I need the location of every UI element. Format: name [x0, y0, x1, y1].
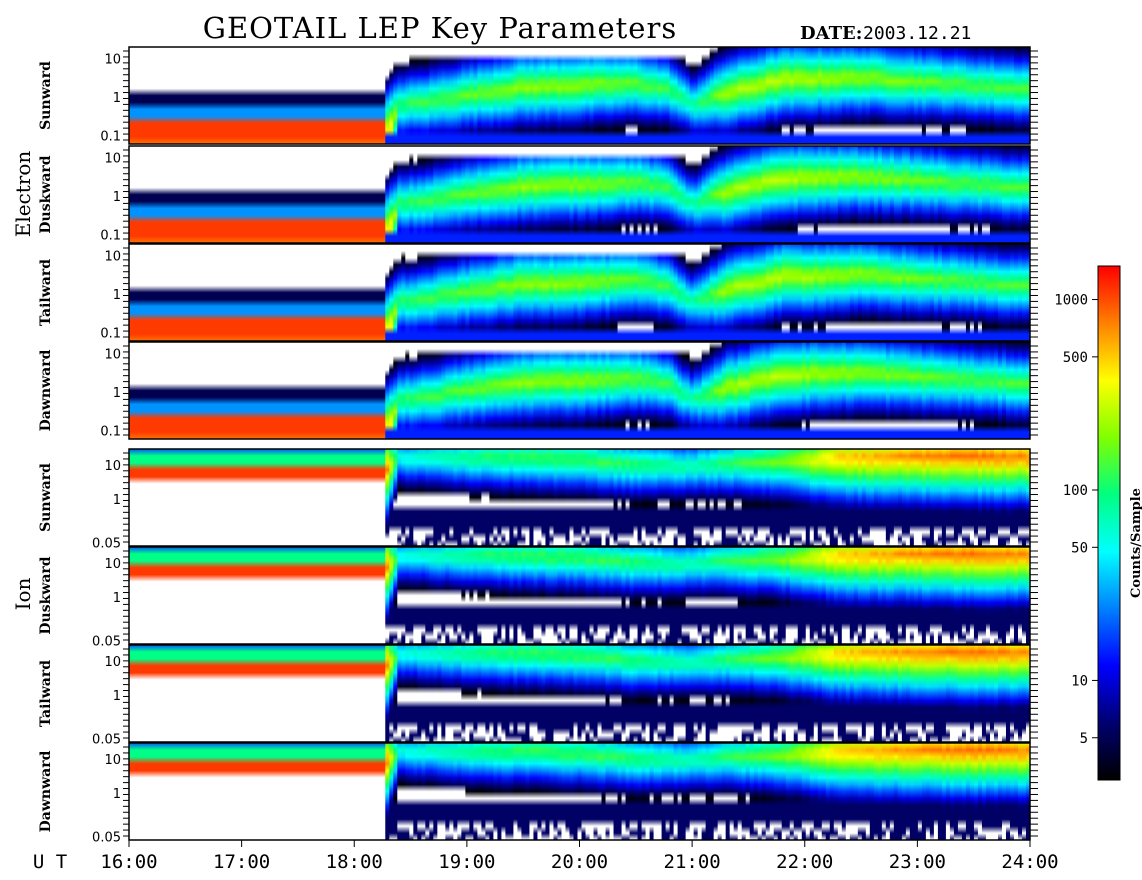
x-tick-label: 21:00 — [664, 851, 721, 873]
y-tick-label: 1 — [113, 91, 121, 106]
colorbar-tick-label: 50 — [1071, 540, 1088, 556]
colorbar-tick-label: 10 — [1071, 673, 1088, 689]
panel-label: Dawnward — [38, 750, 54, 832]
y-tick-label: 10 — [104, 152, 121, 167]
y-tick-label: 1 — [113, 591, 121, 606]
y-tick-label: 10 — [104, 53, 121, 68]
colorbar-tick-label: 100 — [1063, 483, 1088, 499]
y-tick-label: 1 — [113, 689, 121, 704]
y-tick-label: 0.1 — [100, 129, 121, 144]
panel-label: Duskward — [38, 155, 54, 233]
x-axis: U T 16:00 17:00 18:00 19:00 20:00 21:00 22:00 23… — [33, 840, 1059, 873]
electron-tailward-panel: 10 1 0.1 Tailward — [38, 243, 1038, 342]
chart-title: GEOTAIL LEP Key Parameters — [203, 11, 677, 45]
x-tick-label: 17:00 — [213, 851, 270, 873]
y-tick-label: 0.05 — [92, 733, 121, 748]
group-label: Ion — [11, 577, 35, 610]
ion-tailward-panel: 10 1 0.05 Tailward — [38, 644, 1038, 748]
panel-label: Tailward — [38, 259, 54, 326]
y-tick-label: 0.1 — [100, 228, 121, 243]
y-tick-label: 1 — [113, 190, 121, 205]
y-tick-label: 1 — [113, 787, 121, 802]
y-tick-label: 0.1 — [100, 326, 121, 341]
date-label: DATE: — [800, 23, 862, 44]
y-tick-label: 1 — [113, 288, 121, 303]
x-tick-label: 24:00 — [1001, 851, 1058, 873]
x-tick-label: 18:00 — [326, 851, 383, 873]
colorbar-gradient — [1097, 265, 1121, 781]
ion-dawnward-panel: 10 1 0.05 Dawnward — [38, 742, 1038, 846]
panel-label: Tailward — [38, 660, 54, 727]
panel-label: Dawnward — [38, 349, 54, 431]
x-tick-label: 19:00 — [438, 851, 495, 873]
colorbar: 1000 500 100 50 10 5 Counts/Sample — [1054, 265, 1142, 781]
y-tick-label: 0.1 — [100, 424, 121, 439]
electron-dawnward-panel: 10 1 0.1 Dawnward — [38, 341, 1038, 440]
y-tick-label: 10 — [104, 557, 121, 572]
group-labels: Electron Ion — [11, 151, 35, 611]
spectrogram-panels: 10 1 0.1 Sunward 10 1 0.1 Duskward 10 1 0.1 Tailwar… — [38, 46, 1038, 846]
ion-sunward-panel: 10 1 0.05 Sunward — [38, 448, 1038, 552]
y-tick-label: 10 — [104, 753, 121, 768]
group-label: Electron — [11, 151, 35, 238]
colorbar-tick-label: 1000 — [1054, 293, 1088, 309]
y-tick-label: 10 — [104, 348, 121, 363]
panel-label: Sunward — [38, 61, 54, 130]
electron-duskward-panel: 10 1 0.1 Duskward — [38, 145, 1038, 244]
x-tick-label: 23:00 — [889, 851, 946, 873]
panel-label: Sunward — [38, 463, 54, 532]
y-tick-label: 10 — [104, 459, 121, 474]
colorbar-label: Counts/Sample — [1129, 488, 1142, 598]
y-tick-label: 1 — [113, 493, 121, 508]
panel-label: Duskward — [38, 556, 54, 634]
colorbar-tick-label: 500 — [1063, 350, 1088, 366]
y-tick-label: 0.05 — [92, 831, 121, 846]
y-tick-label: 10 — [104, 250, 121, 265]
x-tick-label: 16:00 — [100, 851, 157, 873]
x-tick-label: 22:00 — [776, 851, 833, 873]
x-tick-label: 20:00 — [551, 851, 608, 873]
ion-duskward-panel: 10 1 0.05 Duskward — [38, 546, 1038, 650]
date-value: 2003.12.21 — [863, 23, 971, 44]
x-axis-label: U T — [33, 851, 67, 873]
electron-sunward-panel: 10 1 0.1 Sunward — [38, 46, 1038, 145]
y-tick-label: 1 — [113, 386, 121, 401]
colorbar-tick-label: 5 — [1080, 731, 1088, 747]
y-tick-label: 0.05 — [92, 635, 121, 650]
y-tick-label: 0.05 — [92, 537, 121, 552]
y-tick-label: 10 — [104, 655, 121, 670]
